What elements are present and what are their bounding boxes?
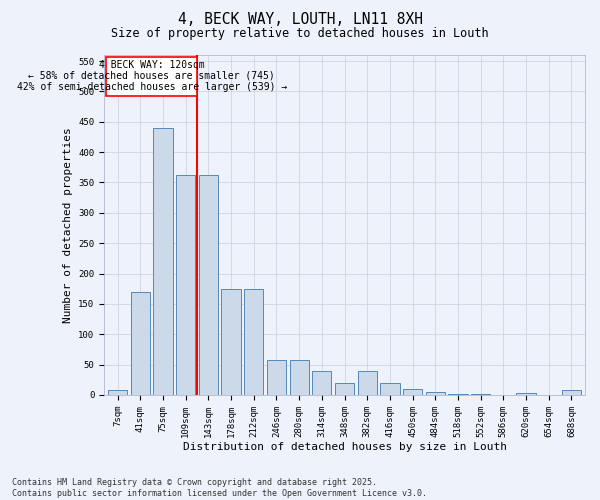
Bar	[380, 383, 400, 395]
Text: 4 BECK WAY: 120sqm: 4 BECK WAY: 120sqm	[99, 60, 205, 70]
Bar	[312, 370, 331, 395]
Bar	[562, 390, 581, 395]
Bar	[517, 393, 536, 395]
Bar	[221, 288, 241, 395]
Text: 4, BECK WAY, LOUTH, LN11 8XH: 4, BECK WAY, LOUTH, LN11 8XH	[178, 12, 422, 28]
Bar	[199, 174, 218, 395]
Text: 42% of semi-detached houses are larger (539) →: 42% of semi-detached houses are larger (…	[17, 82, 287, 92]
Bar	[244, 288, 263, 395]
Text: ← 58% of detached houses are smaller (745): ← 58% of detached houses are smaller (74…	[28, 71, 275, 81]
Bar	[108, 390, 127, 395]
Bar	[358, 370, 377, 395]
Bar	[106, 58, 197, 96]
X-axis label: Distribution of detached houses by size in Louth: Distribution of detached houses by size …	[182, 442, 506, 452]
Bar	[131, 292, 150, 395]
Text: Size of property relative to detached houses in Louth: Size of property relative to detached ho…	[111, 28, 489, 40]
Bar	[267, 360, 286, 395]
Y-axis label: Number of detached properties: Number of detached properties	[62, 127, 73, 323]
Bar	[425, 392, 445, 395]
Bar	[448, 394, 467, 395]
Bar	[154, 128, 173, 395]
Bar	[471, 394, 490, 395]
Bar	[176, 174, 196, 395]
Bar	[335, 383, 354, 395]
Bar	[290, 360, 309, 395]
Bar	[403, 389, 422, 395]
Text: Contains HM Land Registry data © Crown copyright and database right 2025.
Contai: Contains HM Land Registry data © Crown c…	[12, 478, 427, 498]
